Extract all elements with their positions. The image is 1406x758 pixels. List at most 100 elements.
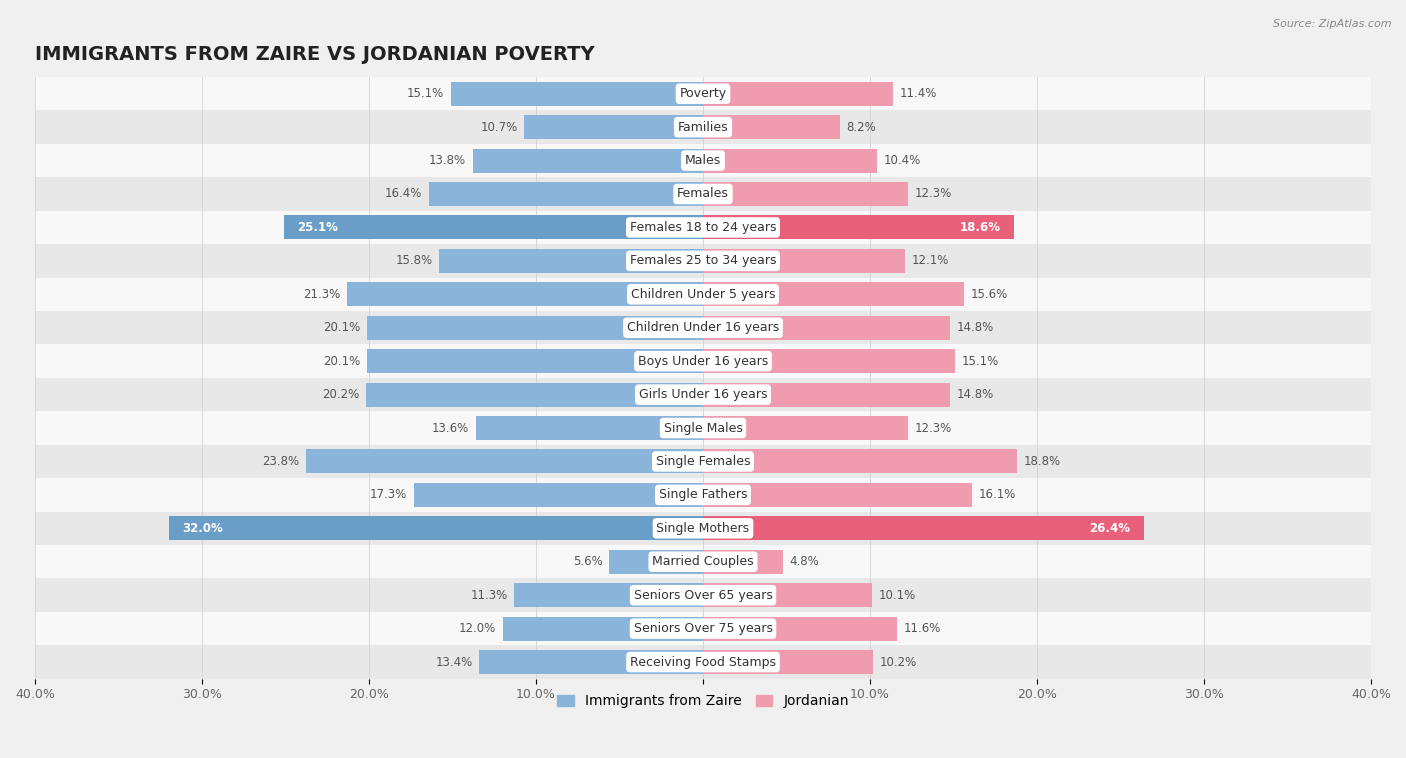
Text: 20.2%: 20.2% bbox=[322, 388, 359, 401]
Bar bbox=[35, 111, 1371, 144]
Text: 10.7%: 10.7% bbox=[481, 121, 517, 133]
Text: Single Mothers: Single Mothers bbox=[657, 522, 749, 535]
Bar bbox=[703, 349, 955, 373]
Text: Girls Under 16 years: Girls Under 16 years bbox=[638, 388, 768, 401]
Bar bbox=[35, 578, 1371, 612]
Bar bbox=[439, 249, 703, 273]
Bar bbox=[284, 215, 703, 240]
Text: Single Females: Single Females bbox=[655, 455, 751, 468]
Bar bbox=[703, 315, 950, 340]
Bar bbox=[35, 244, 1371, 277]
Text: 20.1%: 20.1% bbox=[323, 321, 360, 334]
Bar bbox=[347, 282, 703, 306]
Text: 16.1%: 16.1% bbox=[979, 488, 1017, 501]
Text: Children Under 5 years: Children Under 5 years bbox=[631, 288, 775, 301]
Text: Receiving Food Stamps: Receiving Food Stamps bbox=[630, 656, 776, 669]
Text: 23.8%: 23.8% bbox=[262, 455, 299, 468]
Text: 10.2%: 10.2% bbox=[880, 656, 917, 669]
Bar bbox=[703, 616, 897, 641]
Text: 10.1%: 10.1% bbox=[879, 589, 915, 602]
Text: Females 25 to 34 years: Females 25 to 34 years bbox=[630, 255, 776, 268]
Text: 12.0%: 12.0% bbox=[458, 622, 496, 635]
Text: 11.6%: 11.6% bbox=[904, 622, 941, 635]
Text: 21.3%: 21.3% bbox=[304, 288, 340, 301]
Text: 16.4%: 16.4% bbox=[385, 187, 422, 201]
Text: IMMIGRANTS FROM ZAIRE VS JORDANIAN POVERTY: IMMIGRANTS FROM ZAIRE VS JORDANIAN POVER… bbox=[35, 45, 595, 64]
Text: Single Fathers: Single Fathers bbox=[659, 488, 747, 501]
Text: Males: Males bbox=[685, 154, 721, 167]
Bar bbox=[703, 383, 950, 406]
Text: 12.3%: 12.3% bbox=[915, 187, 952, 201]
Bar bbox=[305, 449, 703, 474]
Text: Boys Under 16 years: Boys Under 16 years bbox=[638, 355, 768, 368]
Text: Families: Families bbox=[678, 121, 728, 133]
Bar bbox=[413, 483, 703, 507]
Text: 15.1%: 15.1% bbox=[406, 87, 444, 100]
Bar bbox=[35, 612, 1371, 645]
Bar bbox=[35, 645, 1371, 678]
Bar bbox=[35, 378, 1371, 412]
Bar bbox=[703, 215, 1014, 240]
Bar bbox=[451, 82, 703, 105]
Bar bbox=[703, 115, 839, 139]
Bar bbox=[479, 650, 703, 674]
Text: 15.6%: 15.6% bbox=[970, 288, 1008, 301]
Bar bbox=[35, 344, 1371, 378]
Text: 18.8%: 18.8% bbox=[1024, 455, 1060, 468]
Text: 20.1%: 20.1% bbox=[323, 355, 360, 368]
Text: 25.1%: 25.1% bbox=[297, 221, 337, 234]
Bar bbox=[703, 583, 872, 607]
Bar bbox=[609, 550, 703, 574]
Bar bbox=[35, 512, 1371, 545]
Bar bbox=[35, 311, 1371, 344]
Bar bbox=[367, 315, 703, 340]
Bar bbox=[35, 277, 1371, 311]
Bar bbox=[703, 449, 1017, 474]
Text: 4.8%: 4.8% bbox=[790, 556, 820, 568]
Bar bbox=[524, 115, 703, 139]
Text: Married Couples: Married Couples bbox=[652, 556, 754, 568]
Bar bbox=[703, 182, 908, 206]
Text: 13.8%: 13.8% bbox=[429, 154, 465, 167]
Text: 13.4%: 13.4% bbox=[436, 656, 472, 669]
Text: Source: ZipAtlas.com: Source: ZipAtlas.com bbox=[1274, 19, 1392, 29]
Bar bbox=[35, 211, 1371, 244]
Bar bbox=[429, 182, 703, 206]
Text: 32.0%: 32.0% bbox=[181, 522, 222, 535]
Text: Children Under 16 years: Children Under 16 years bbox=[627, 321, 779, 334]
Bar bbox=[472, 149, 703, 173]
Text: 8.2%: 8.2% bbox=[846, 121, 876, 133]
Bar bbox=[703, 282, 963, 306]
Text: Females: Females bbox=[678, 187, 728, 201]
Text: Single Males: Single Males bbox=[664, 421, 742, 434]
Bar bbox=[35, 77, 1371, 111]
Text: Seniors Over 75 years: Seniors Over 75 years bbox=[634, 622, 772, 635]
Text: 11.3%: 11.3% bbox=[471, 589, 508, 602]
Bar bbox=[703, 650, 873, 674]
Text: 5.6%: 5.6% bbox=[574, 556, 603, 568]
Text: 14.8%: 14.8% bbox=[957, 388, 994, 401]
Text: 13.6%: 13.6% bbox=[432, 421, 470, 434]
Bar bbox=[703, 82, 893, 105]
Bar bbox=[703, 416, 908, 440]
Text: 12.3%: 12.3% bbox=[915, 421, 952, 434]
Bar bbox=[703, 483, 972, 507]
Text: 26.4%: 26.4% bbox=[1090, 522, 1130, 535]
Bar bbox=[169, 516, 703, 540]
Bar bbox=[367, 349, 703, 373]
Bar bbox=[703, 550, 783, 574]
Text: Seniors Over 65 years: Seniors Over 65 years bbox=[634, 589, 772, 602]
Legend: Immigrants from Zaire, Jordanian: Immigrants from Zaire, Jordanian bbox=[551, 689, 855, 714]
Bar bbox=[703, 149, 877, 173]
Bar bbox=[35, 177, 1371, 211]
Bar bbox=[703, 516, 1144, 540]
Bar bbox=[35, 445, 1371, 478]
Bar bbox=[475, 416, 703, 440]
Text: Females 18 to 24 years: Females 18 to 24 years bbox=[630, 221, 776, 234]
Text: 17.3%: 17.3% bbox=[370, 488, 408, 501]
Bar bbox=[515, 583, 703, 607]
Text: 15.8%: 15.8% bbox=[395, 255, 433, 268]
Bar bbox=[35, 412, 1371, 445]
Bar bbox=[35, 144, 1371, 177]
Text: 18.6%: 18.6% bbox=[959, 221, 1000, 234]
